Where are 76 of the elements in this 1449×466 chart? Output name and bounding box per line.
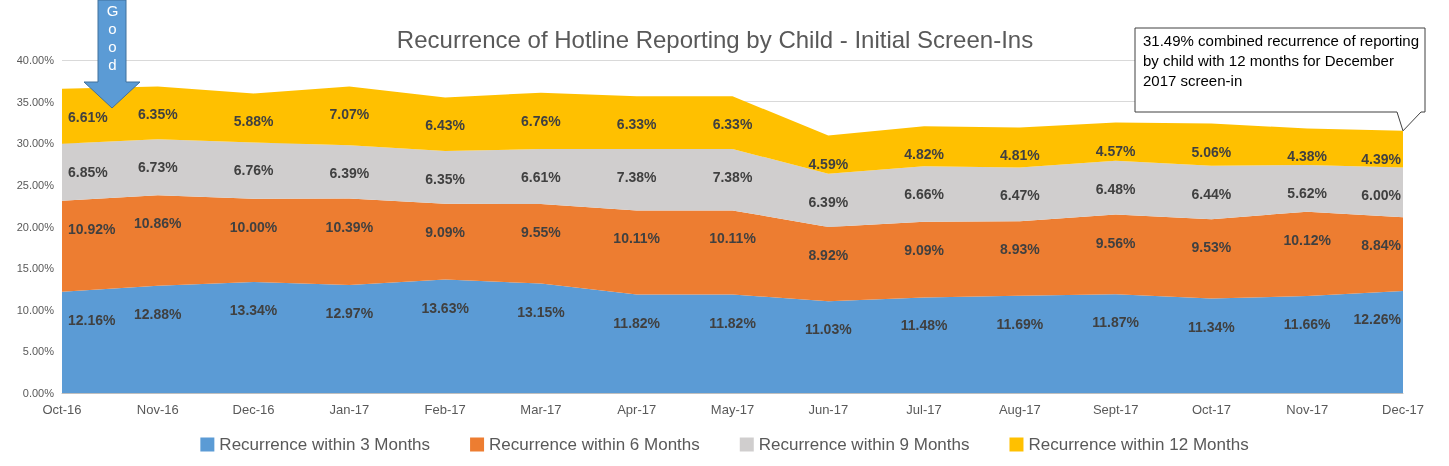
- data-label: 9.55%: [521, 224, 562, 241]
- data-label: 10.11%: [709, 230, 757, 247]
- data-label: 6.39%: [808, 193, 849, 210]
- data-label: 6.85%: [68, 163, 109, 180]
- data-label: 4.38%: [1287, 148, 1328, 165]
- data-label: 5.06%: [1191, 143, 1232, 160]
- data-label: 4.57%: [1095, 142, 1137, 159]
- data-label: 10.11%: [613, 230, 661, 247]
- x-tick-label: Jul-17: [906, 402, 942, 417]
- y-tick-label: 20.00%: [16, 220, 55, 233]
- annotation: 31.49% combined recurrence of reporting by child with 12 months for December 2017 screen-in: [1143, 31, 1419, 91]
- legend-label: Recurrence within 12 Months: [1028, 435, 1249, 454]
- data-label: 6.66%: [904, 186, 945, 203]
- data-label: 4.81%: [1000, 147, 1041, 164]
- x-tick-label: Oct-17: [1191, 402, 1231, 417]
- data-label: 8.92%: [808, 246, 849, 263]
- data-label: 5.88%: [233, 113, 274, 130]
- data-label: 6.61%: [521, 168, 562, 185]
- data-label: 9.56%: [1095, 234, 1137, 251]
- data-label: 7.07%: [329, 106, 370, 123]
- data-label: 6.76%: [233, 162, 274, 179]
- data-label: 9.09%: [904, 241, 945, 258]
- data-label: 6.73%: [137, 159, 179, 176]
- data-label: 9.53%: [1191, 239, 1232, 256]
- data-label: 10.39%: [325, 218, 374, 235]
- data-label: 10.12%: [1283, 231, 1332, 248]
- x-tick-label: Nov-16: [136, 402, 179, 417]
- data-label: 6.33%: [616, 116, 658, 133]
- data-label: 6.61%: [68, 108, 109, 125]
- data-label: 8.84%: [1361, 237, 1402, 254]
- y-tick-label: 35.00%: [16, 95, 55, 108]
- data-label: 6.47%: [1000, 187, 1041, 204]
- data-label: 5.62%: [1287, 184, 1328, 201]
- x-tick-label: May-17: [710, 402, 755, 417]
- data-label: 7.38%: [712, 168, 753, 185]
- data-label: 6.43%: [425, 117, 466, 134]
- annotation: Good: [103, 2, 122, 74]
- y-tick-label: 30.00%: [16, 137, 55, 150]
- data-label: 6.76%: [521, 112, 562, 129]
- data-label: 4.59%: [808, 155, 849, 172]
- x-tick-label: Apr-17: [617, 402, 657, 417]
- y-tick-label: 40.00%: [16, 54, 55, 66]
- data-label: 6.35%: [425, 170, 466, 187]
- chart-title: Recurrence of Hotline Reporting by Child - Initial Screen-Ins: [396, 25, 1034, 53]
- data-label: 10.92%: [68, 220, 117, 237]
- data-label: 6.39%: [329, 165, 370, 182]
- legend-label: Recurrence within 9 Months: [758, 435, 970, 454]
- data-label: 10.86%: [134, 215, 183, 232]
- x-tick-label: Oct-16: [42, 402, 82, 417]
- data-label: 6.48%: [1095, 180, 1137, 197]
- data-label: 4.39%: [1361, 150, 1402, 167]
- x-tick-label: Dec-16: [232, 402, 275, 417]
- y-tick-label: 15.00%: [16, 262, 55, 275]
- x-tick-label: Aug-17: [998, 402, 1041, 417]
- data-label: 8.93%: [1000, 241, 1041, 258]
- data-label: 10.00%: [229, 218, 278, 235]
- x-tick-label: Nov-17: [1286, 402, 1329, 417]
- data-label: 6.44%: [1191, 185, 1232, 202]
- data-label: 7.38%: [616, 168, 658, 185]
- x-tick-label: Feb-17: [424, 402, 466, 417]
- down-arrow-icon: Good: [82, 0, 142, 110]
- y-tick-label: 10.00%: [16, 303, 55, 316]
- data-label: 4.82%: [904, 146, 945, 163]
- legend-label: Recurrence within 3 Months: [219, 435, 431, 454]
- legend-label: Recurrence within 6 Months: [489, 435, 700, 454]
- x-tick-label: Dec-17: [1382, 402, 1424, 417]
- x-tick-label: Jan-17: [329, 402, 370, 417]
- x-tick-label: Mar-17: [520, 402, 562, 417]
- y-tick-label: 25.00%: [16, 178, 55, 191]
- y-tick-label: 0.00%: [22, 387, 55, 399]
- y-tick-label: 5.00%: [22, 345, 55, 358]
- data-label: 6.00%: [1361, 187, 1402, 204]
- x-tick-label: Jun-17: [808, 402, 849, 417]
- data-label: 6.33%: [712, 116, 753, 133]
- x-tick-label: Sept-17: [1092, 402, 1139, 417]
- data-label: 9.09%: [425, 223, 466, 240]
